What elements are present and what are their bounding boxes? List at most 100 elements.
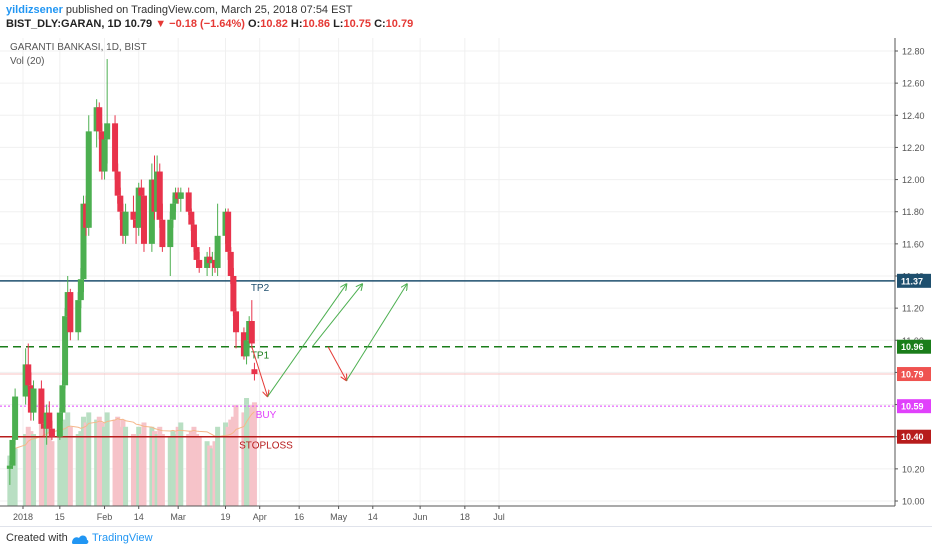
volume-bar [175, 426, 181, 506]
volume-bar [120, 419, 126, 506]
price-badge [897, 367, 931, 382]
volume-bar [223, 422, 229, 506]
price-badge [897, 273, 931, 288]
low-label: L: [333, 18, 344, 30]
candle [112, 123, 119, 172]
candle [114, 171, 121, 196]
ohlc-line: BIST_DLY:GARAN, 1D 10.79 ▼ −0.18 (−1.64%… [6, 18, 413, 30]
price-line-label: TP1 [251, 351, 270, 362]
tradingview-brand[interactable]: TradingView [92, 532, 153, 544]
publish-info: yildizsener published on TradingView.com… [6, 4, 353, 16]
trend-arrow [327, 346, 346, 381]
volume-bar [173, 434, 179, 506]
volume-bar [12, 448, 18, 506]
time-tick-label: Jun [413, 512, 428, 522]
volume-bar [152, 431, 157, 506]
candle [96, 107, 103, 132]
volume-bar [62, 419, 68, 506]
volume-bar [249, 405, 255, 506]
trend-arrow [267, 284, 347, 397]
candle [6, 465, 13, 469]
price-badge-label: 10.40 [901, 432, 924, 442]
candle [193, 247, 200, 260]
candle [9, 439, 16, 466]
volume-bar [230, 416, 236, 506]
volume-bar [241, 412, 247, 506]
volume-bar [215, 426, 221, 506]
time-tick-label: 18 [460, 512, 470, 522]
candle [48, 428, 55, 437]
time-tick-label: Jul [493, 512, 505, 522]
candle [196, 259, 203, 268]
created-with-label: Created with [6, 532, 68, 544]
price-tick-label: 12.20 [902, 143, 925, 153]
candle [138, 187, 145, 196]
chart-area[interactable]: TP2TP1BUYSTOPLOSS10.0010.2010.4010.6010.… [0, 38, 932, 525]
candle [225, 211, 232, 252]
candle [80, 203, 87, 280]
candle [188, 211, 195, 225]
volume-bar [130, 434, 136, 506]
tradingview-logo-icon [72, 535, 89, 544]
footer: Created with TradingView [0, 526, 932, 551]
candle [117, 195, 124, 212]
candlestick-chart[interactable]: TP2TP1BUYSTOPLOSS10.0010.2010.4010.6010.… [0, 38, 932, 525]
candle [85, 131, 92, 228]
volume-bar [207, 445, 213, 506]
candle [214, 235, 221, 268]
trend-arrow [251, 346, 268, 397]
volume-bar [49, 441, 55, 506]
volume-bar [194, 434, 200, 506]
candle [135, 187, 142, 228]
high-label: H: [290, 18, 303, 30]
price-tick-label: 10.00 [902, 497, 925, 507]
volume-indicator-label[interactable]: Vol (20) [10, 56, 45, 67]
volume-bar [204, 441, 210, 506]
volume-bar [154, 434, 160, 506]
time-tick-label: 16 [294, 512, 304, 522]
price-tick-label: 12.40 [902, 111, 925, 121]
candle [56, 412, 63, 437]
candle [140, 195, 147, 244]
time-tick-label: 15 [55, 512, 65, 522]
volume-bar [233, 405, 239, 506]
volume-bar [28, 431, 34, 506]
candle [59, 385, 66, 413]
volume-bar [31, 434, 37, 506]
price-badge [897, 399, 931, 414]
volume-bar [86, 412, 92, 506]
volume-bar [67, 426, 73, 506]
volume-bar [38, 422, 44, 506]
volume-bar [102, 426, 108, 506]
price-badge [897, 429, 931, 444]
volume-bar [138, 434, 144, 506]
volume-bar [225, 426, 231, 506]
volume-bar [75, 434, 81, 506]
candle [230, 276, 237, 312]
candle [190, 224, 197, 248]
trend-arrow [346, 284, 406, 381]
volume-bar [96, 416, 102, 506]
price-badge-label: 10.79 [901, 370, 924, 380]
volume-bar [65, 412, 71, 506]
volume-bar [178, 422, 184, 506]
volume-bar [188, 431, 194, 506]
candle [104, 123, 111, 140]
candle [148, 179, 155, 244]
candle [62, 316, 69, 386]
time-tick-label: 14 [134, 512, 144, 522]
price-change: −0.18 (−1.64%) [169, 18, 245, 30]
volume-bar [123, 426, 129, 506]
candle [101, 139, 108, 172]
author-link[interactable]: yildizsener [6, 4, 63, 16]
price-tick-label: 12.80 [902, 47, 925, 57]
chart-header: yildizsener published on TradingView.com… [0, 0, 932, 34]
volume-bar [44, 426, 50, 506]
volume-bar [136, 426, 142, 506]
time-tick-label: 2018 [13, 512, 33, 522]
volume-bar [251, 402, 257, 506]
candle [75, 300, 82, 333]
price-line-label: TP2 [251, 283, 270, 294]
volume-bar [46, 434, 52, 506]
volume-bar [157, 426, 163, 506]
